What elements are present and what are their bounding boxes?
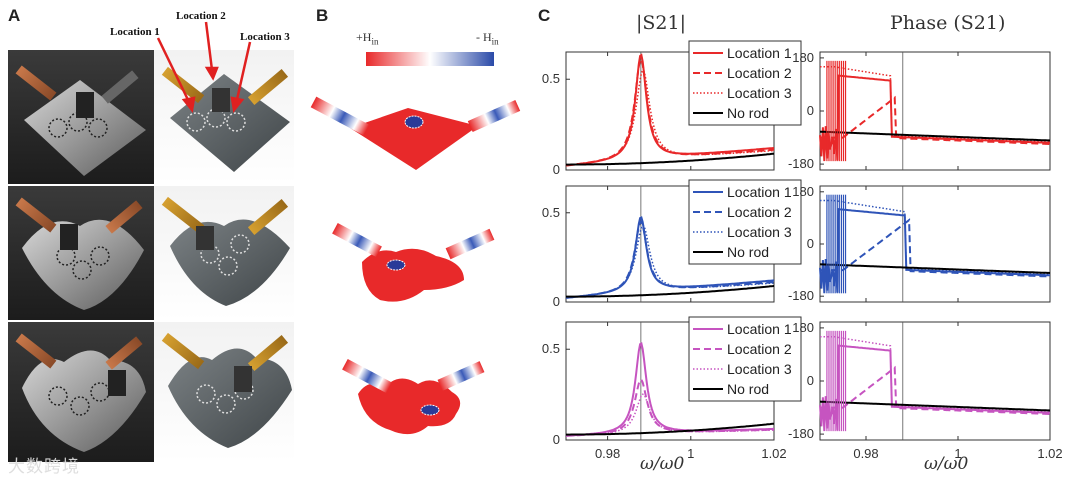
series-no-rod <box>820 130 1051 142</box>
colorbar <box>366 52 494 66</box>
series-location-2 <box>820 365 1050 415</box>
series-location-2 <box>565 220 775 299</box>
colorbar-label-positive: +Hin <box>356 30 379 47</box>
watermark: 大数跨境 <box>8 457 80 477</box>
y-tick-label: 0 <box>807 103 814 118</box>
legend-label: Location 3 <box>727 224 792 240</box>
panel-label-b: B <box>316 6 329 25</box>
y-tick-label: 0.5 <box>542 71 560 86</box>
y-tick-label: 0 <box>807 373 814 388</box>
y-tick-label: 180 <box>792 320 814 335</box>
y-tick-label: 0 <box>553 432 560 447</box>
legend-box <box>688 316 802 402</box>
series-no-rod <box>566 422 775 436</box>
y-tick-label: 180 <box>792 184 814 199</box>
photo-row-3 <box>8 322 294 462</box>
sim-row-2 <box>332 222 495 302</box>
series-location-1 <box>819 74 1051 162</box>
panel-b-simulations <box>310 52 521 435</box>
location-2-label: Location 2 <box>176 10 226 22</box>
x-tick-label: 1.02 <box>761 446 786 461</box>
series-location-3 <box>820 336 1051 413</box>
col-title-phase-text: Phase (S21) <box>890 12 1006 34</box>
panel-label-c: C <box>538 6 551 25</box>
photo-row-1 <box>8 50 294 184</box>
location-1-label: Location 1 <box>110 26 160 38</box>
series-location-3 <box>565 68 775 167</box>
x-tick-label: 1 <box>687 446 694 461</box>
xlabel-right: ω/ω0 <box>924 454 969 474</box>
series-no-rod <box>819 263 1051 274</box>
col-title-magnitude-text: |S21| <box>636 12 686 34</box>
y-tick-label: 0 <box>553 294 560 309</box>
y-tick-label: -180 <box>788 156 814 171</box>
y-tick-label: 180 <box>792 50 814 65</box>
legend-label: Location 2 <box>727 65 792 81</box>
axes-frame <box>819 321 1051 441</box>
series-location-1 <box>819 344 1051 432</box>
legend-label: Location 2 <box>727 204 792 220</box>
y-tick-label: 0.5 <box>542 205 560 220</box>
x-tick-label: 1 <box>954 446 961 461</box>
axes-frame <box>819 185 1051 303</box>
series-no-rod <box>566 284 775 298</box>
legend-label: No rod <box>727 244 769 260</box>
series-location-2 <box>820 95 1050 145</box>
y-tick-label: 0 <box>553 162 560 177</box>
panel-a-photos <box>8 21 294 462</box>
colorbar-label-negative: - Hin <box>476 30 499 47</box>
xlabel-left: ω/ω0 <box>640 454 685 474</box>
legend-label: Location 2 <box>727 341 792 357</box>
legend-label: Location 1 <box>727 321 792 337</box>
legend-box <box>688 40 802 126</box>
y-tick-label: -180 <box>788 426 814 441</box>
series-location-3 <box>820 66 1051 143</box>
series-no-rod <box>819 400 1051 412</box>
series-location-2 <box>820 218 1051 278</box>
col-title-phase: Phase (S21) <box>890 12 1005 34</box>
legend-label: No rod <box>727 381 769 397</box>
legend-label: Location 1 <box>727 45 792 61</box>
series-location-3 <box>820 199 1051 275</box>
col-title-magnitude: |S21| <box>636 12 686 34</box>
legend-box <box>688 179 802 265</box>
series-no-rod <box>566 152 775 166</box>
panel-label-a: A <box>8 6 21 25</box>
sim-row-3 <box>342 358 485 435</box>
photo-row-2 <box>8 186 294 320</box>
sim-row-1 <box>310 96 521 170</box>
y-tick-label: 0 <box>807 236 814 251</box>
legend-label: No rod <box>727 105 769 121</box>
x-tick-label: 0.98 <box>853 446 878 461</box>
axes-frame <box>819 51 1051 171</box>
x-tick-label: 0.98 <box>595 446 620 461</box>
legend-label: Location 3 <box>727 85 792 101</box>
legend-label: Location 3 <box>727 361 792 377</box>
y-tick-label: -180 <box>788 288 814 303</box>
x-tick-label: 1.02 <box>1037 446 1062 461</box>
series-location-1 <box>819 208 1050 294</box>
location-arrows <box>156 21 252 113</box>
legend-label: Location 1 <box>727 184 792 200</box>
y-tick-label: 0.5 <box>542 341 560 356</box>
location-3-label: Location 3 <box>240 31 290 43</box>
